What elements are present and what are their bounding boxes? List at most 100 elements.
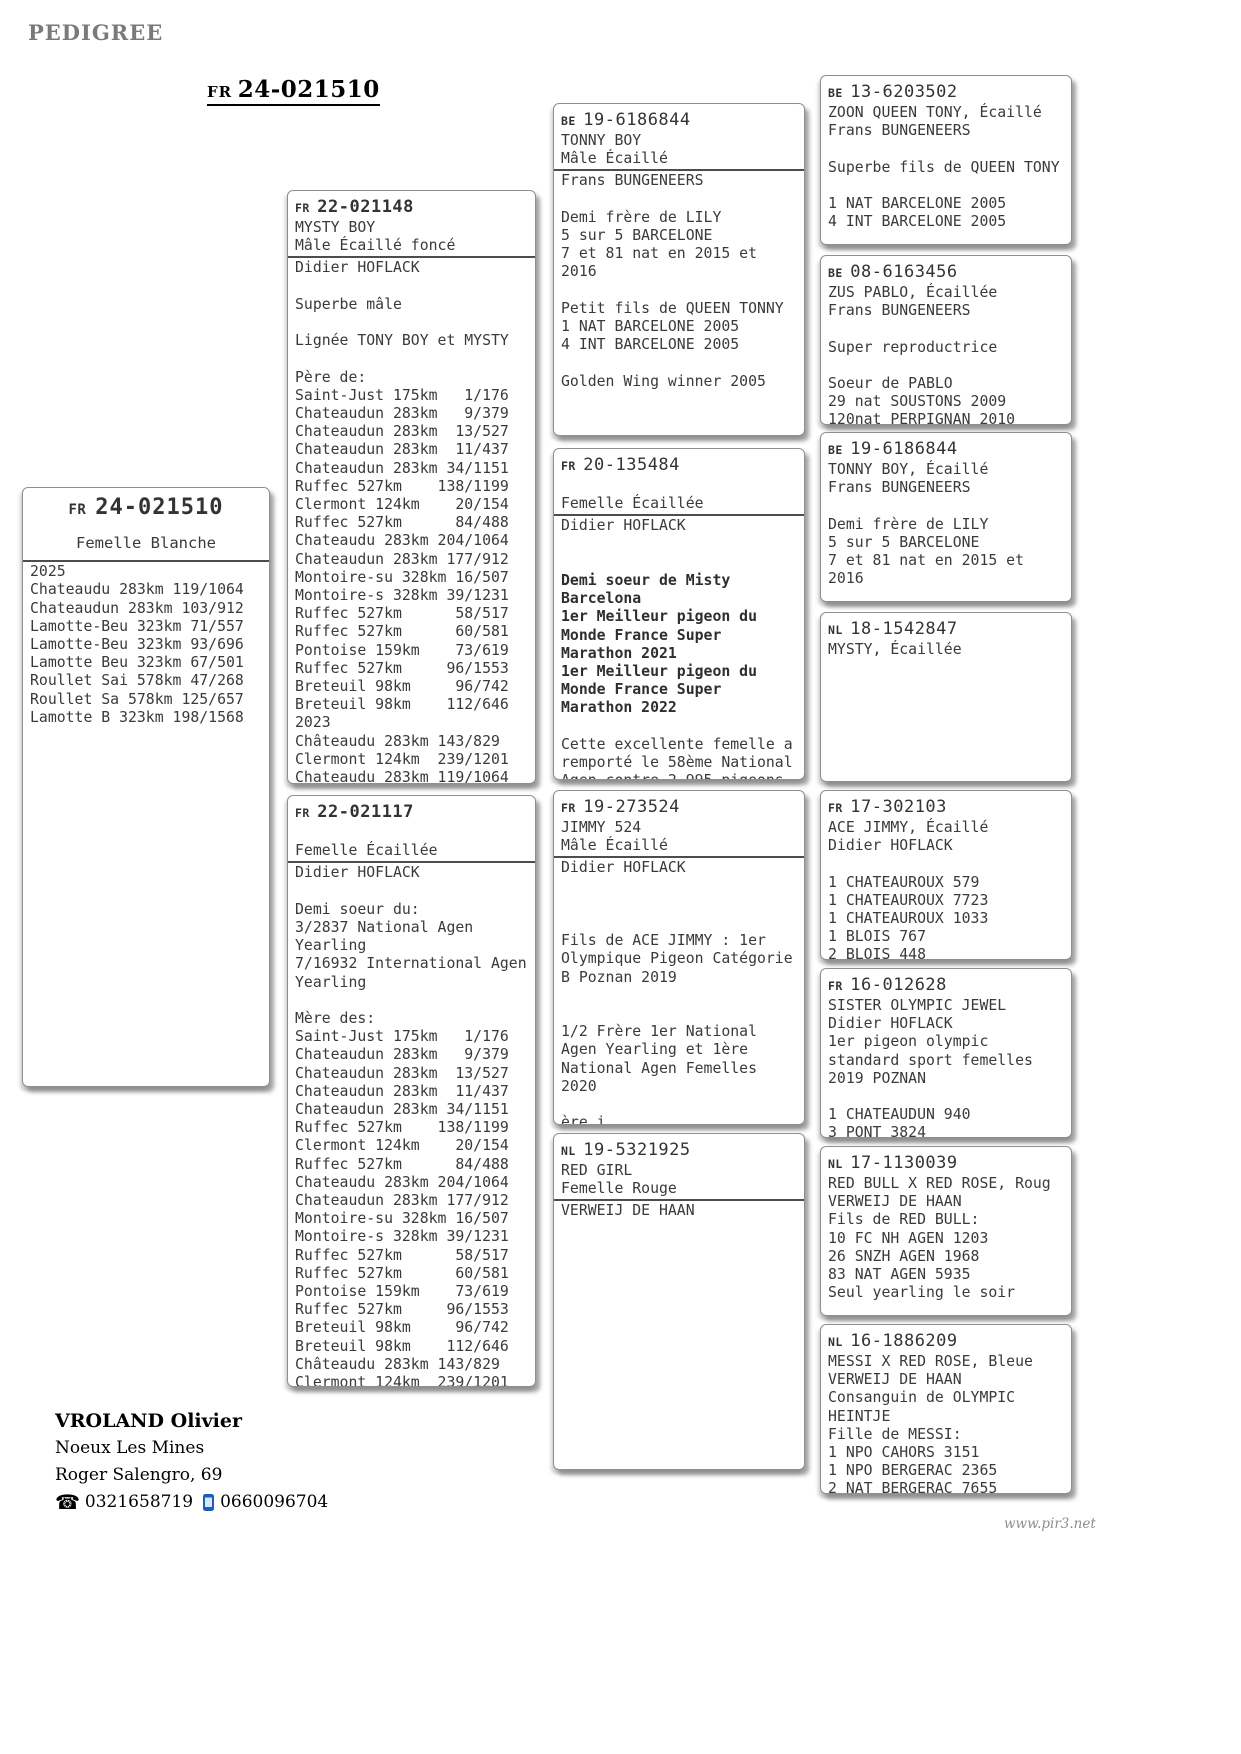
text-line: Chateaudun 283km 11/437 [295,441,509,459]
pedigree-box-dsd: FR 16-012628 SISTER OLYMPIC JEWEL Didier H… [820,968,1072,1138]
ring-country-prefix: BE [561,114,584,128]
text-line [295,278,528,296]
text-line: Demi soeur du: [295,900,420,918]
ring-country-prefix: BE [828,266,851,280]
text-line: Chateaudun 283km 9/379 [295,1046,509,1064]
text-line [561,718,797,736]
text-line: 2016 [828,570,864,588]
text-line: Ruffec 527km 84/488 [295,1155,509,1173]
pedigree-box-dss: FR 17-302103 ACE JIMMY, Écaillé Didier HOF… [820,790,1072,960]
text-line [295,350,528,368]
pedigree-box-dd: NL 19-5321925 RED GIRL Femelle Rouge VERWEI… [553,1133,805,1470]
text-line: Ruffec 527km 58/517 [295,605,509,623]
bird-header-line [295,824,528,842]
owner-name: VROLAND Olivier [55,1410,242,1432]
bird-header-line: MYSTY BOY [295,219,376,236]
text-line: National Agen Femelles [561,1059,757,1077]
text-line: 1 NPO BERGERAC 2365 [828,1462,998,1480]
pedigree-box-ds: FR 19-273524 JIMMY 524 Mâle Écaillé Didier … [553,790,805,1125]
text-line: 1 CHATEAUDUN 940 [828,1106,971,1124]
text-line: Ruffec 527km 84/488 [295,514,509,532]
text-line: 7/16932 International Agen [295,955,527,973]
text-line [561,282,797,300]
text-line: Monde France Super [561,681,722,699]
text-line [561,1005,797,1023]
text-line [828,140,1064,158]
text-line: Yearling [295,973,367,991]
text-line: Lamotte-Beu 323km 93/696 [30,636,244,654]
text-line: 5 sur 5 BARCELONE [828,533,980,551]
text-line: 1 NAT BARCELONE 2005 [561,318,740,336]
text-line: Ruffec 527km 96/1553 [295,1301,509,1319]
ring-country-prefix: FR [561,459,584,473]
text-line: Superbe mâle [295,295,402,313]
text-line: Chateaudun 283km 34/1151 [295,1101,509,1119]
text-line: Consanguin de OLYMPIC [828,1389,1016,1407]
ring-country-prefix: FR [68,502,96,518]
owner-address-line1: Noeux Les Mines [55,1438,205,1458]
text-line [561,914,797,932]
text-line: ZUS PABLO, Écaillée [828,284,998,301]
ring-number: 19-5321925 [583,1140,691,1160]
text-line: Ruffec 527km 60/581 [295,623,509,641]
text-line [561,987,797,1005]
text-line: ACE JIMMY, Écaillé [828,819,989,836]
text-line [295,992,528,1010]
text-line: Mère des: [295,1010,376,1028]
text-line: HEINTJE [828,1407,891,1425]
text-line: Super reproductrice [828,338,998,356]
text-line: Olympique Pigeon Catégorie [561,950,793,968]
text-line: Fils de ACE JIMMY : 1er [561,932,766,950]
text-line: ZOON QUEEN TONY, Écaillé [828,104,1042,121]
text-line [295,314,528,332]
text-line [561,896,797,914]
page-title: FR 24-021510 [207,76,380,106]
text-line: Seul yearling le soir [828,1284,1016,1302]
text-line [561,536,797,554]
text-line: Chateaudun 283km 11/437 [295,1082,509,1100]
text-line: Montoire-s 328km 39/1231 [295,587,509,605]
ring-country-prefix: NL [828,1335,851,1349]
text-line: Lamotte B 323km 198/1568 [30,708,244,726]
pedigree-box-sss: BE 13-6203502 ZOON QUEEN TONY, Écaillé Fra… [820,75,1072,245]
text-line: Agen Yearling et 1ère [561,1041,749,1059]
bird-header-line: Femelle Blanche [76,534,216,552]
text-line: Demi frère de LILY [561,208,722,226]
text-line: Fils de RED BULL: [828,1211,980,1229]
text-line: Pontoise 159km 73/619 [295,641,509,659]
bird-header-line: Femelle Rouge [561,1180,677,1198]
text-line: 2023 [295,714,331,732]
text-line [828,1088,1064,1106]
text-line: Didier HOFLACK [561,517,686,535]
text-line: Marathon 2021 [561,644,677,662]
text-line: Chateaudu 283km 119/1064 [295,769,509,784]
text-line [561,878,797,896]
ring-country-prefix: FR [828,801,851,815]
pedigree-box-ddd: NL 16-1886209 MESSI X RED ROSE, Bleue VERW… [820,1324,1072,1494]
text-line: 2016 [561,263,597,281]
text-line [561,354,797,372]
text-line: TONNY BOY, Écaillé [828,461,989,478]
bird-header-line: JIMMY 524 [561,819,642,836]
text-line: 1er Meilleur pigeon du [561,608,757,626]
text-line: MYSTY, Écaillée [828,641,962,658]
text-line: Breteuil 98km 112/646 [295,696,509,714]
text-line: 29 nat SOUSTONS 2009 [828,393,1007,411]
header-divider [554,856,804,859]
text-line: Monde France Super [561,626,722,644]
text-line [828,320,1064,338]
bird-header-line: Femelle Écaillée [561,495,704,513]
pedigree-box-sd: FR 20-135484 Femelle Écaillée Didier HOFL… [553,448,805,780]
ring-number: 22-021148 [317,197,414,217]
ring-country-prefix: NL [828,623,851,637]
text-line: Chateaudun 283km 9/379 [295,405,509,423]
owner-phone-number: 0321658719 [84,1492,194,1512]
phone-icon: ☎ [55,1490,80,1514]
text-line: Didier HOFLACK [828,1015,953,1033]
text-line: Didier HOFLACK [828,837,953,855]
text-line: Breteuil 98km 96/742 [295,678,509,696]
text-line: Ruffec 527km 60/581 [295,1264,509,1282]
header-divider [554,514,804,517]
text-line [828,855,1064,873]
pedigree-box-sdd: NL 18-1542847 MYSTY, Écaillée [820,612,1072,782]
